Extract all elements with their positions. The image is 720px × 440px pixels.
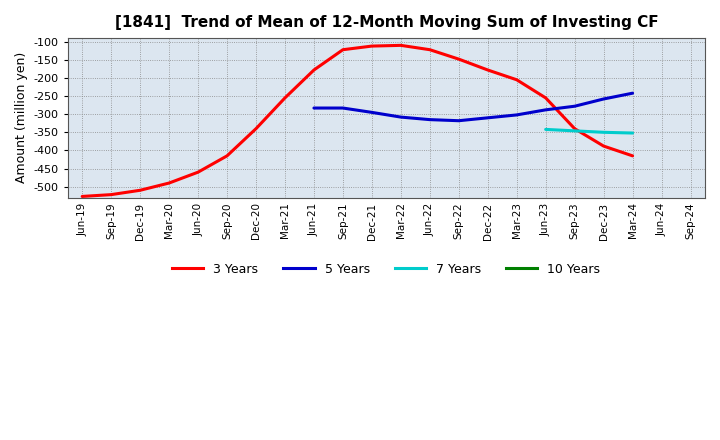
- 5 Years: [397, 114, 405, 120]
- 3 Years: [222, 153, 231, 158]
- 3 Years: [165, 180, 174, 186]
- 5 Years: [483, 115, 492, 121]
- Y-axis label: Amount (million yen): Amount (million yen): [15, 52, 28, 183]
- Line: 7 Years: 7 Years: [546, 129, 633, 133]
- Title: [1841]  Trend of Mean of 12-Month Moving Sum of Investing CF: [1841] Trend of Mean of 12-Month Moving …: [114, 15, 658, 30]
- Legend: 3 Years, 5 Years, 7 Years, 10 Years: 3 Years, 5 Years, 7 Years, 10 Years: [167, 257, 606, 281]
- 3 Years: [338, 47, 347, 52]
- 3 Years: [541, 95, 550, 100]
- 7 Years: [599, 130, 608, 135]
- 5 Years: [367, 110, 376, 115]
- 3 Years: [454, 56, 463, 62]
- 3 Years: [483, 67, 492, 73]
- 7 Years: [541, 127, 550, 132]
- 5 Years: [310, 106, 318, 111]
- 5 Years: [570, 103, 579, 109]
- 5 Years: [599, 96, 608, 102]
- 7 Years: [629, 130, 637, 136]
- 3 Years: [107, 192, 115, 197]
- 5 Years: [338, 106, 347, 111]
- 3 Years: [367, 44, 376, 49]
- 5 Years: [541, 107, 550, 113]
- 3 Years: [426, 47, 434, 52]
- 3 Years: [78, 194, 86, 199]
- 5 Years: [629, 91, 637, 96]
- 3 Years: [194, 169, 202, 175]
- 5 Years: [513, 112, 521, 117]
- 3 Years: [629, 153, 637, 158]
- 3 Years: [310, 67, 318, 73]
- 3 Years: [513, 77, 521, 82]
- 5 Years: [454, 118, 463, 123]
- Line: 5 Years: 5 Years: [314, 93, 633, 121]
- 3 Years: [136, 187, 145, 193]
- 5 Years: [426, 117, 434, 122]
- 3 Years: [252, 126, 261, 131]
- 3 Years: [281, 95, 289, 100]
- 7 Years: [570, 128, 579, 133]
- 3 Years: [397, 43, 405, 48]
- 3 Years: [599, 143, 608, 149]
- 3 Years: [570, 126, 579, 131]
- Line: 3 Years: 3 Years: [82, 45, 633, 196]
